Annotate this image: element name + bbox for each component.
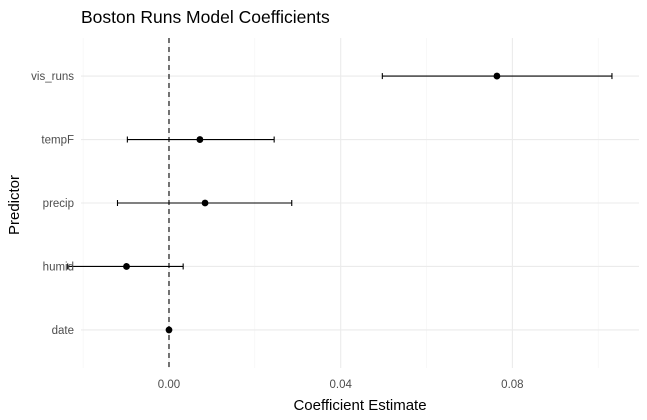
y-tick-label-vis_runs: vis_runs (31, 71, 74, 83)
point-tempF (196, 136, 204, 143)
x-axis-title: Coefficient Estimate (293, 397, 426, 414)
x-tick-label: 0.00 (158, 379, 180, 391)
point-precip (201, 199, 209, 207)
y-tick-label-humid: humid (43, 261, 74, 273)
point-vis_runs (493, 72, 501, 80)
y-axis-title: Predictor (6, 175, 23, 235)
x-tick-label: 0.08 (501, 379, 523, 391)
x-tick-labels: 0.00 0.04 0.08 (158, 379, 524, 391)
x-tick-label: 0.04 (329, 379, 352, 391)
points (123, 72, 501, 334)
y-tick-label-date: date (52, 325, 74, 337)
error-bars (67, 73, 613, 270)
point-humid (123, 263, 130, 270)
y-tick-label-tempF: tempF (41, 135, 74, 147)
chart-title: Boston Runs Model Coefficients (81, 7, 330, 27)
point-date (165, 326, 173, 334)
y-tick-label-precip: precip (43, 198, 74, 210)
y-tick-labels: vis_runs tempF precip humid date (31, 71, 74, 337)
